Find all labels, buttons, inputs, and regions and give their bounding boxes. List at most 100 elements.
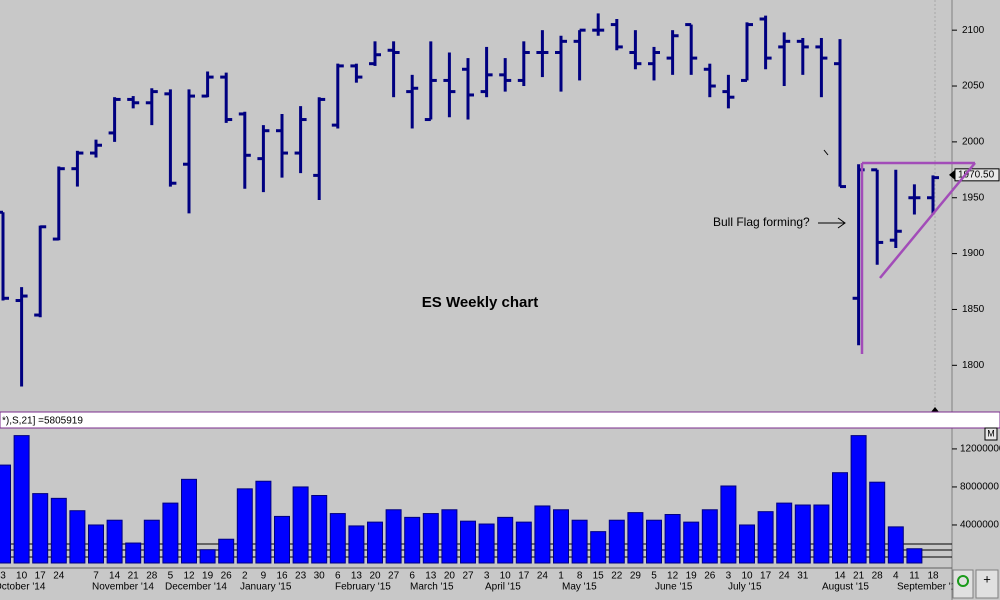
volume-bar: [292, 486, 309, 564]
annotation-arrowhead: [837, 217, 846, 229]
x-tick-label: 30: [314, 571, 326, 582]
x-tick-label: 6: [335, 571, 341, 582]
x-tick-label: 14: [834, 571, 846, 582]
y-tick-label: 1900: [962, 248, 985, 259]
x-tick-label: 7: [93, 571, 99, 582]
x-tick-label: 13: [425, 571, 437, 582]
x-tick-label: 3: [484, 571, 490, 582]
volume-bar: [50, 497, 67, 564]
x-tick-label: 13: [351, 571, 363, 582]
volume-bar: [143, 519, 160, 564]
x-tick-label: 31: [797, 571, 809, 582]
x-tick-label: 17: [518, 571, 530, 582]
y-tick-label: 2050: [962, 81, 985, 92]
x-tick-label: 24: [537, 571, 549, 582]
volume-bar: [869, 481, 886, 564]
x-tick-label: 3: [0, 571, 6, 582]
volume-bar: [701, 509, 718, 564]
x-tick-label: 19: [686, 571, 698, 582]
x-tick-label: 15: [593, 571, 605, 582]
volume-bar: [236, 488, 253, 564]
volume-bar: [255, 480, 272, 564]
volume-bar: [571, 519, 588, 564]
x-tick-label: 10: [16, 571, 28, 582]
x-tick-label: 28: [872, 571, 884, 582]
x-tick-label: 4: [893, 571, 899, 582]
x-tick-label: 5: [168, 571, 174, 582]
x-tick-label: 17: [760, 571, 772, 582]
month-label: November '14: [92, 582, 154, 593]
x-tick-label: 14: [109, 571, 121, 582]
volume-header: [0, 411, 1000, 429]
volume-bar: [460, 520, 476, 564]
month-label: June '15: [655, 582, 693, 593]
month-label: December '14: [165, 582, 227, 593]
y-tick-label: 1950: [962, 192, 985, 203]
volume-bar: [32, 493, 49, 564]
volume-bar: [757, 511, 774, 564]
volume-bar: [218, 538, 235, 564]
x-tick-label: 6: [409, 571, 415, 582]
y-tick-label: 2000: [962, 137, 985, 148]
volume-bar: [329, 513, 346, 564]
add-button[interactable]: [975, 569, 999, 599]
x-tick-label: 21: [128, 571, 140, 582]
month-label: September '15: [897, 582, 962, 593]
x-tick-label: 9: [261, 571, 267, 582]
refresh-button[interactable]: [952, 569, 974, 599]
x-tick-label: 24: [779, 571, 791, 582]
month-label: March '15: [410, 582, 454, 593]
volume-bar: [311, 495, 328, 564]
month-label: February '15: [335, 582, 391, 593]
volume-bar: [441, 509, 458, 564]
flag-bottom: [879, 162, 976, 279]
x-tick-label: 19: [202, 571, 214, 582]
x-tick-label: 22: [611, 571, 623, 582]
x-tick-label: 20: [444, 571, 456, 582]
x-tick-label: 26: [704, 571, 716, 582]
volume-bar: [162, 502, 179, 564]
x-tick-label: 21: [853, 571, 865, 582]
x-tick-label: 20: [369, 571, 381, 582]
last-price-label: 1970.50: [958, 169, 995, 180]
last-price-pointer: [949, 169, 955, 180]
volume-bar: [776, 502, 793, 564]
y-tick-label: 12000000: [960, 444, 1000, 455]
volume-bars: [0, 435, 923, 564]
x-tick-label: 2: [242, 571, 248, 582]
y-tick-label: 1850: [962, 304, 985, 315]
x-tick-label: 16: [276, 571, 288, 582]
volume-bar: [348, 525, 365, 564]
volume-bar: [646, 519, 662, 564]
x-tick-label: 3: [726, 571, 732, 582]
x-tick-label: 10: [500, 571, 512, 582]
maximize-button[interactable]: [984, 427, 998, 441]
volume-bar: [367, 521, 383, 564]
volume-bar: [832, 472, 848, 564]
x-tick-label: 12: [183, 571, 195, 582]
volume-bar: [813, 504, 830, 564]
volume-bar: [422, 513, 439, 564]
volume-bar: [0, 464, 11, 564]
volume-bar: [88, 524, 104, 564]
volume-bar: [478, 523, 495, 564]
volume-bar: [794, 504, 811, 564]
bull-flag: [860, 161, 976, 354]
axes: 1800 1850 1900 1950 2000 2050 2100 4000000 80000…: [0, 25, 1000, 593]
annotation: Bull Flag forming?: [713, 215, 810, 229]
volume-bar: [553, 509, 569, 564]
x-tick-label: 11: [909, 571, 920, 582]
x-tick-label: 10: [741, 571, 753, 582]
volume-bar: [664, 514, 681, 564]
month-label: October '14: [0, 582, 46, 593]
volume-bar: [385, 509, 402, 564]
volume-bar: [404, 516, 421, 564]
x-tick-label: 27: [388, 571, 400, 582]
volume-bar: [683, 521, 700, 564]
volume-bar: [739, 524, 755, 564]
maximize-icon: M: [987, 428, 995, 438]
month-label: April '15: [485, 582, 521, 593]
x-tick-label: 5: [651, 571, 657, 582]
volume-bar: [850, 435, 867, 564]
